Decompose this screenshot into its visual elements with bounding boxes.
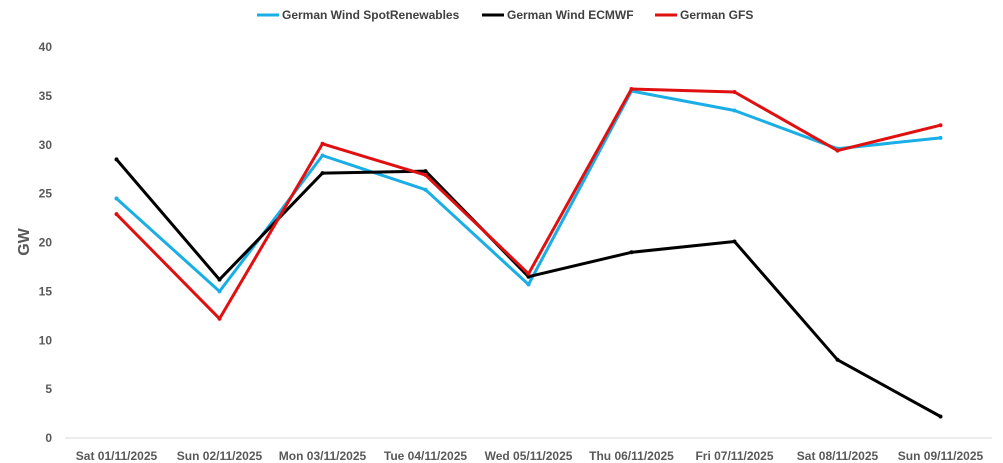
y-tick-label: 5 [45, 382, 52, 396]
x-tick-label: Wed 05/11/2025 [485, 449, 573, 463]
data-point [938, 135, 943, 140]
x-tick-label: Sat 08/11/2025 [797, 449, 879, 463]
data-point [114, 196, 119, 201]
y-tick-label: 15 [39, 284, 53, 298]
y-tick-label: 20 [39, 236, 53, 250]
x-tick-label: Mon 03/11/2025 [279, 449, 367, 463]
data-point [114, 157, 119, 162]
data-point [320, 141, 325, 146]
x-axis-ticks: Sat 01/11/2025 Sun 02/11/2025 Mon 03/11/20… [76, 449, 984, 463]
data-point [320, 153, 325, 158]
x-tick-label: Fri 07/11/2025 [695, 449, 773, 463]
data-point [217, 316, 222, 321]
y-tick-label: 0 [45, 431, 52, 445]
y-axis-ticks: 0 5 10 15 20 25 30 35 40 [39, 40, 53, 445]
data-point [835, 357, 840, 362]
y-axis-label: GW [16, 227, 33, 255]
y-tick-label: 25 [39, 187, 53, 201]
y-tick-label: 30 [39, 138, 53, 152]
series-line-1 [115, 89, 942, 293]
data-point [629, 87, 634, 92]
y-tick-label: 35 [39, 89, 53, 103]
data-point [526, 282, 531, 287]
data-point [938, 414, 943, 419]
data-point [217, 277, 222, 282]
x-tick-label: Sun 09/11/2025 [898, 449, 984, 463]
series-line-2 [115, 157, 942, 418]
data-point [526, 274, 531, 279]
x-tick-label: Thu 06/11/2025 [589, 449, 674, 463]
x-tick-label: Tue 04/11/2025 [384, 449, 468, 463]
x-tick-label: Sun 02/11/2025 [177, 449, 263, 463]
data-point [320, 171, 325, 176]
data-point [526, 271, 531, 276]
data-point [423, 187, 428, 192]
data-point [217, 289, 222, 294]
data-point [423, 169, 428, 174]
data-point [629, 250, 634, 255]
data-point [835, 148, 840, 153]
legend-label: German GFS [680, 8, 753, 22]
data-point [938, 123, 943, 128]
x-tick-label: Sat 01/11/2025 [76, 449, 158, 463]
data-point [732, 108, 737, 113]
series-lines [114, 87, 943, 419]
y-tick-label: 40 [39, 40, 53, 54]
legend: German Wind SpotRenewables German Wind EC… [257, 8, 753, 22]
y-tick-label: 10 [39, 333, 53, 347]
legend-label: German Wind SpotRenewables [282, 8, 460, 22]
legend-label: German Wind ECMWF [507, 8, 634, 22]
data-point [423, 173, 428, 178]
data-point [732, 239, 737, 244]
data-point [114, 212, 119, 217]
data-point [732, 89, 737, 94]
